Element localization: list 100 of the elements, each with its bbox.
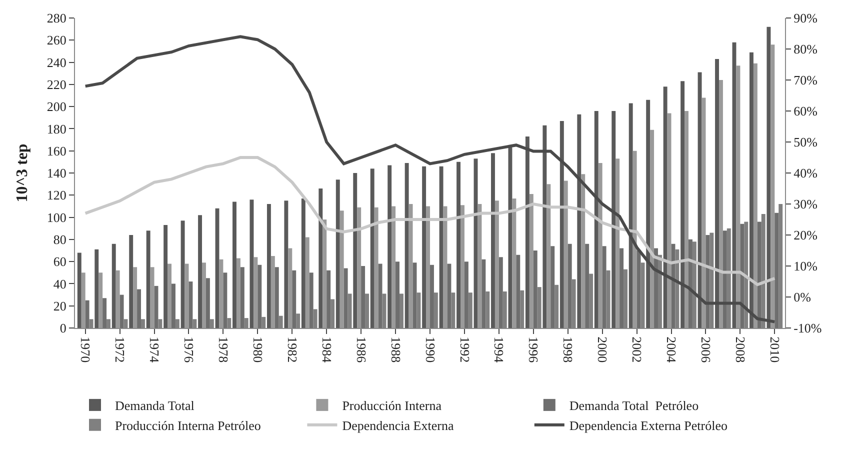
y2-tick-label: 50%	[794, 134, 818, 150]
x-tick-label: 2000	[595, 336, 610, 363]
bar	[529, 194, 534, 328]
y-tick-label: 200	[46, 99, 66, 114]
bar	[318, 188, 323, 328]
legend-label: Dependencia Externa	[342, 418, 454, 433]
bar	[232, 202, 236, 328]
bar	[766, 26, 771, 328]
bar	[396, 262, 400, 328]
x-tick-label: 1980	[250, 336, 266, 363]
bar	[388, 165, 392, 328]
bar	[602, 246, 606, 328]
x-tick-label: 1984	[319, 336, 334, 364]
x-tick-label: 1996	[526, 336, 542, 364]
bar	[585, 244, 590, 328]
bar	[202, 262, 206, 328]
legend-label: Demanda Total	[115, 398, 195, 414]
bar	[392, 206, 396, 328]
bar	[533, 250, 538, 328]
bar	[646, 100, 650, 328]
y-tick-label: 120	[46, 188, 66, 203]
bar	[240, 267, 244, 328]
bar	[94, 249, 99, 328]
bar	[750, 52, 754, 328]
y2-tick-label: 70%	[794, 72, 818, 88]
line-series	[84, 35, 776, 324]
bar	[636, 250, 641, 328]
bar	[292, 270, 296, 328]
bar	[98, 272, 103, 328]
x-tick-label: 1982	[284, 336, 300, 363]
line-series	[84, 156, 776, 286]
y-tick-label: 80	[53, 232, 66, 247]
y2-tick-label: 90%	[794, 10, 818, 26]
bar	[460, 205, 464, 328]
bar	[736, 66, 740, 328]
bar	[439, 166, 444, 328]
bar	[774, 212, 779, 328]
y-tick-label: 60	[53, 254, 66, 270]
bar	[266, 204, 271, 328]
bar	[560, 120, 564, 328]
bar	[478, 204, 482, 328]
bar	[309, 272, 314, 328]
bar	[715, 58, 719, 328]
y-tick-label: 240	[46, 54, 66, 70]
bar	[564, 180, 568, 328]
bar	[301, 198, 306, 328]
bar	[344, 268, 348, 328]
y2-tick-label: 10%	[794, 258, 818, 274]
x-tick-label: 2010	[767, 336, 782, 363]
bar	[340, 210, 344, 328]
legend-label: Producción Interna Petróleo	[115, 418, 261, 433]
x-tick-label: 1988	[388, 336, 404, 363]
bar	[577, 114, 582, 328]
bar	[757, 222, 762, 328]
y2-tick-label: 80%	[794, 42, 818, 57]
bar	[550, 246, 555, 328]
bar	[77, 252, 82, 328]
y2-tick-label: -10%	[794, 320, 822, 336]
bar	[164, 225, 168, 328]
y-tick-label: 280	[46, 10, 66, 26]
legend-label: Dependencia Externa Petróleo	[569, 418, 728, 433]
bar	[684, 111, 688, 328]
bar	[146, 230, 150, 328]
bar	[378, 264, 382, 328]
x-tick-label: 1992	[457, 336, 472, 363]
bar	[81, 272, 86, 328]
bar	[274, 267, 279, 328]
bar	[456, 162, 460, 328]
bar	[258, 264, 262, 328]
bar	[612, 111, 616, 328]
x-tick-label: 1972	[112, 336, 128, 363]
y-tick-label: 0	[60, 320, 66, 336]
bar	[305, 237, 310, 328]
bar	[116, 270, 120, 328]
x-tick-label: 2008	[732, 336, 748, 363]
bar	[512, 198, 516, 328]
x-tick-label: 1998	[560, 336, 576, 363]
bar	[404, 163, 409, 328]
bar	[430, 264, 434, 328]
bar	[680, 81, 685, 328]
bar	[498, 257, 503, 328]
bar	[667, 113, 672, 328]
bar	[180, 220, 185, 328]
bar	[219, 259, 224, 328]
bar	[616, 158, 620, 328]
bar	[654, 248, 658, 328]
bar	[85, 300, 90, 328]
bar	[494, 200, 499, 328]
y-tick-label: 140	[46, 166, 66, 181]
bar	[753, 63, 758, 328]
bar	[188, 282, 193, 328]
y-axis-title: 10^3 tep	[14, 144, 31, 202]
y-tick-label: 160	[46, 143, 66, 158]
bar	[740, 224, 744, 328]
bar	[137, 289, 141, 328]
bar	[508, 148, 512, 328]
bar	[223, 272, 228, 328]
y-tick-label: 220	[46, 76, 66, 92]
bar	[546, 184, 551, 328]
bar	[447, 264, 452, 328]
